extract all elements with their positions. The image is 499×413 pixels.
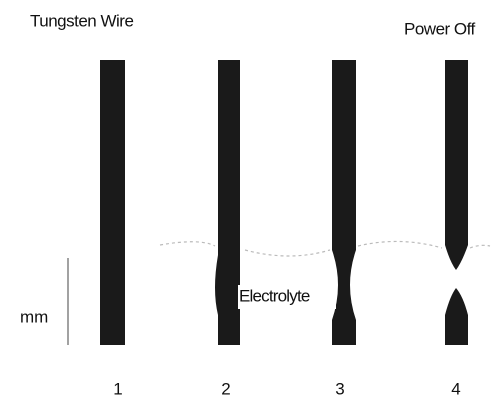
wire-label: 2	[221, 379, 230, 398]
wire-2	[215, 60, 240, 345]
label-backing	[238, 285, 336, 309]
wire-label: 1	[113, 379, 122, 398]
wire-3	[332, 60, 356, 345]
electrolyte-label: Electrolyte	[239, 286, 310, 305]
header-right: Power Off	[404, 19, 476, 38]
wire-4-lower	[445, 288, 468, 345]
wire-label: 3	[335, 379, 344, 398]
electrolyte-surface	[159, 240, 491, 257]
header-left: Tungsten Wire	[30, 11, 133, 30]
wire-1	[100, 60, 125, 345]
wire-4-upper	[445, 60, 468, 270]
scale-label: mm	[20, 307, 48, 326]
wire-label: 4	[451, 379, 460, 398]
